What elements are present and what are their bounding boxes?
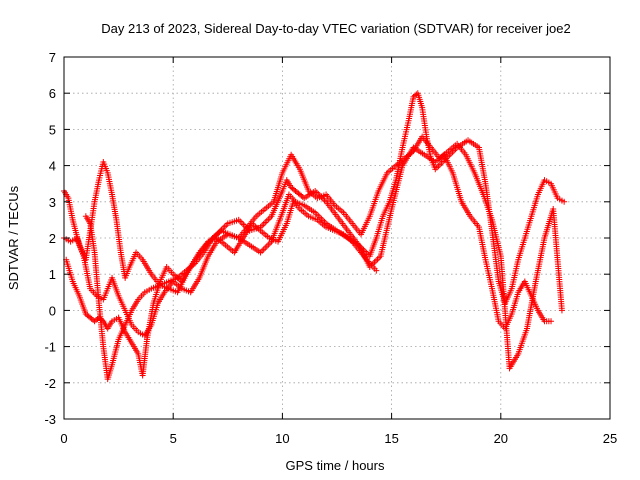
data-point — [313, 211, 320, 218]
y-tick-label: -1 — [44, 340, 56, 355]
y-tick-label: 3 — [49, 195, 56, 210]
data-point — [238, 220, 245, 227]
x-tick-label: 5 — [170, 431, 177, 446]
data-point — [446, 152, 453, 159]
data-point — [259, 247, 266, 254]
y-tick-label: 5 — [49, 122, 56, 137]
y-tick-label: 4 — [49, 159, 56, 174]
data-point — [260, 221, 267, 228]
y-tick-label: -2 — [44, 376, 56, 391]
x-tick-label: 10 — [275, 431, 289, 446]
data-point — [561, 198, 568, 205]
data-point — [371, 259, 378, 266]
data-point — [373, 267, 380, 274]
data-point — [265, 241, 272, 248]
data-point — [265, 216, 272, 223]
data-point — [263, 217, 270, 224]
y-tick-label: 0 — [49, 303, 56, 318]
x-tick-label: 25 — [603, 431, 617, 446]
data-point — [263, 243, 270, 250]
data-point — [315, 212, 322, 219]
x-tick-label: 20 — [494, 431, 508, 446]
y-tick-label: -3 — [44, 412, 56, 427]
data-point — [548, 318, 555, 325]
data-point — [262, 219, 269, 226]
series-track-4 — [82, 133, 565, 383]
series-track-2 — [61, 144, 555, 339]
data-point — [221, 223, 228, 230]
series-track-3 — [63, 198, 380, 379]
y-tick-label: 2 — [49, 231, 56, 246]
chart-title: Day 213 of 2023, Sidereal Day-to-day VTE… — [101, 21, 570, 36]
x-tick-label: 15 — [384, 431, 398, 446]
data-point — [313, 189, 320, 196]
data-point — [435, 163, 442, 170]
data-points — [61, 90, 568, 383]
y-axis-label: SDTVAR / TECUs — [6, 185, 21, 290]
axis-ticks — [63, 56, 611, 420]
x-axis-label: GPS time / hours — [286, 458, 385, 473]
y-tick-label: 6 — [49, 86, 56, 101]
x-tick-labels: 0 5 10 15 20 25 — [60, 431, 617, 446]
data-point — [374, 256, 381, 263]
y-tick-labels: -3 -2 -1 0 1 2 3 4 5 6 7 — [44, 50, 56, 427]
y-tick-label: 1 — [49, 267, 56, 282]
data-point — [373, 257, 379, 264]
x-tick-label: 0 — [60, 431, 67, 446]
data-point — [237, 218, 244, 225]
y-tick-label: 7 — [49, 50, 56, 65]
data-point — [558, 307, 565, 314]
data-point — [262, 244, 269, 251]
